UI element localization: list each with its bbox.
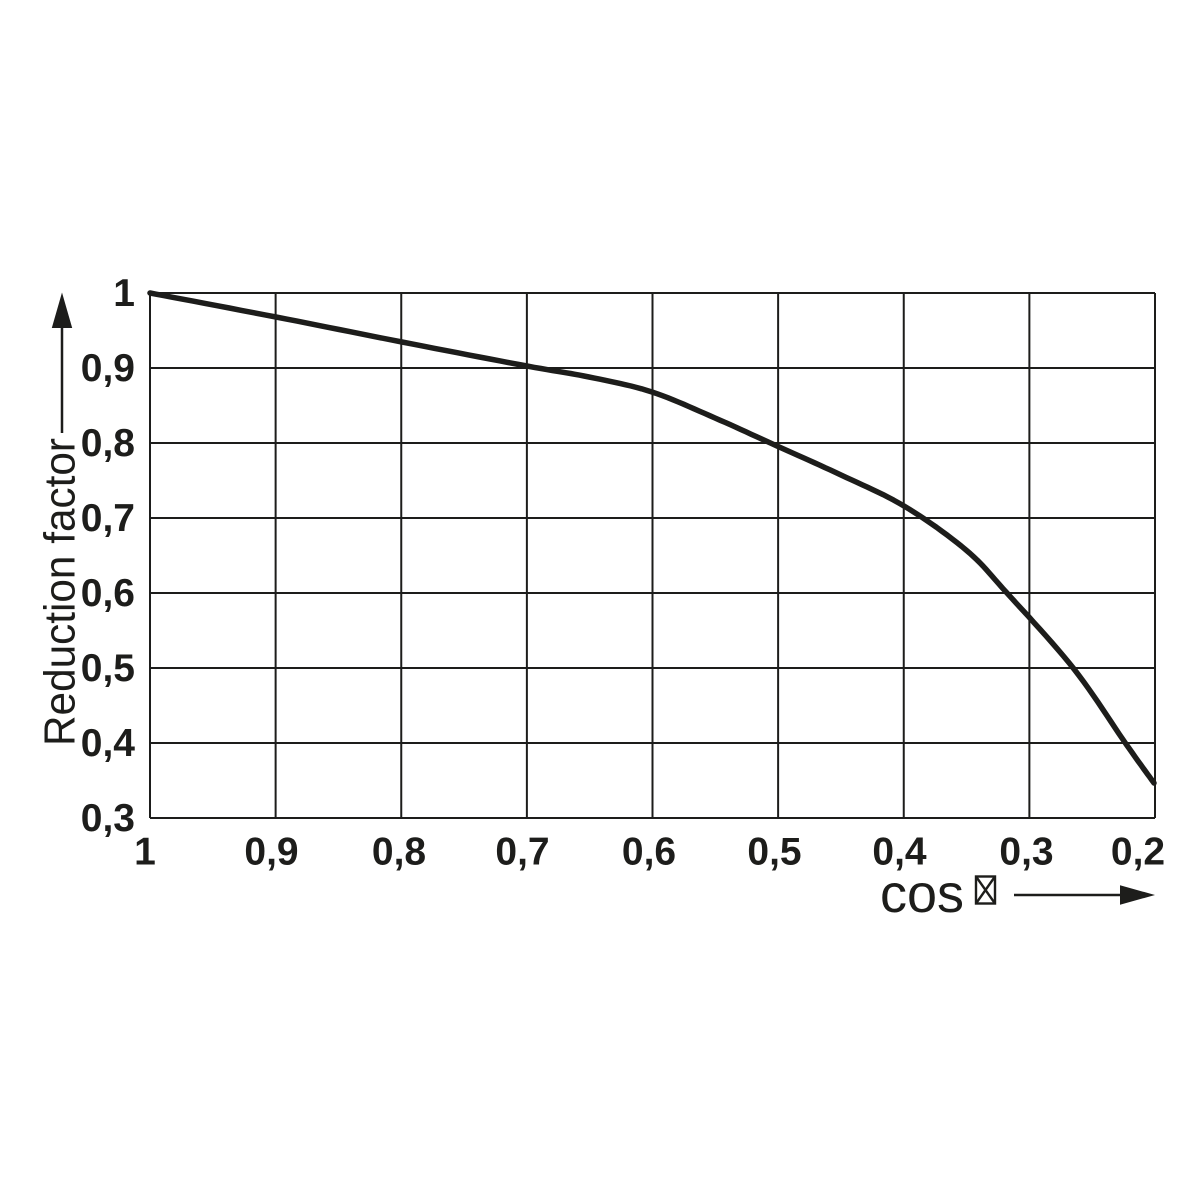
svg-text:0,2: 0,2 (1111, 831, 1165, 874)
svg-text:0,6: 0,6 (81, 572, 135, 615)
svg-text:0,9: 0,9 (81, 347, 135, 390)
svg-text:0,6: 0,6 (622, 831, 676, 874)
svg-text:1: 1 (134, 831, 156, 874)
svg-text:0,4: 0,4 (872, 831, 927, 874)
svg-text:0,5: 0,5 (81, 647, 135, 690)
svg-text:0,9: 0,9 (244, 831, 298, 874)
svg-text:0,8: 0,8 (81, 422, 135, 465)
svg-text:1: 1 (113, 272, 135, 315)
svg-text:0,5: 0,5 (747, 831, 801, 874)
svg-text:Reduction factor: Reduction factor (36, 438, 85, 746)
svg-text:0,7: 0,7 (495, 831, 549, 874)
svg-text:0,3: 0,3 (81, 797, 135, 840)
svg-text:0,7: 0,7 (81, 497, 135, 540)
svg-text:0,4: 0,4 (81, 722, 136, 765)
svg-text:cos: cos (880, 864, 964, 924)
svg-text:0,8: 0,8 (372, 831, 426, 874)
svg-text:0,3: 0,3 (999, 831, 1053, 874)
